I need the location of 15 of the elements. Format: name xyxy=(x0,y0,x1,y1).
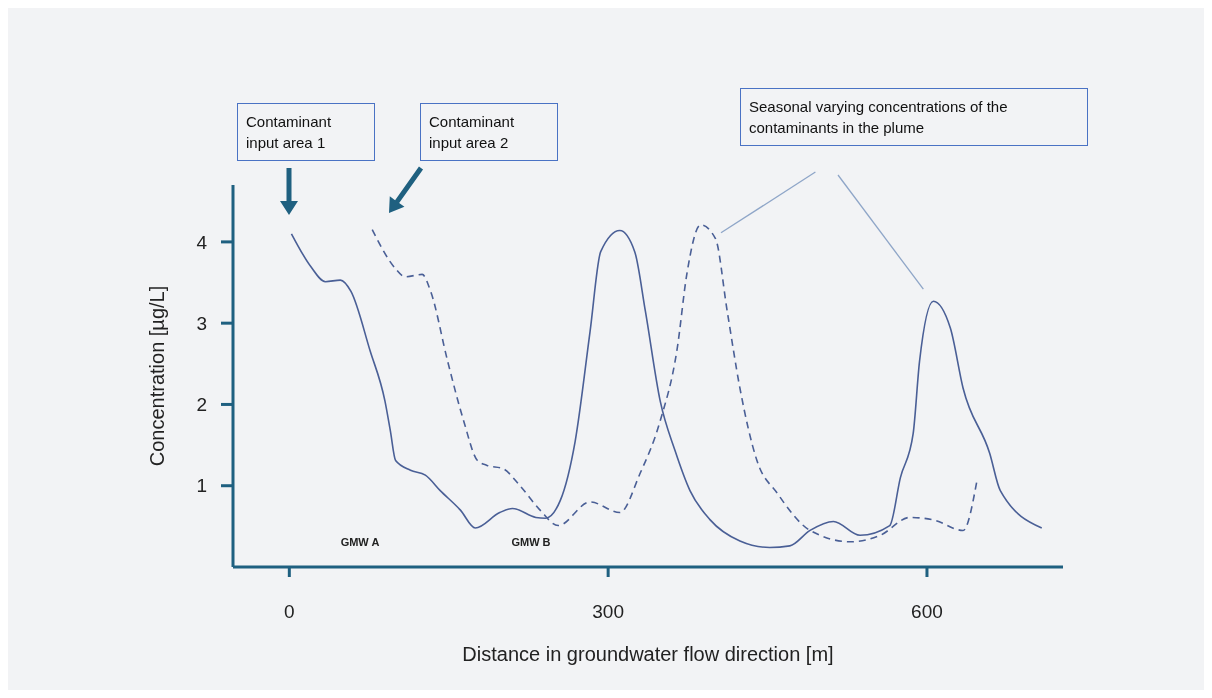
x-tick-label: 600 xyxy=(911,601,943,623)
y-tick-label: 3 xyxy=(196,312,207,334)
annotation: GMW B xyxy=(510,536,552,548)
y-tick-label: 1 xyxy=(196,475,207,497)
y-tick-label: 2 xyxy=(196,394,207,416)
x-tick-label: 300 xyxy=(592,601,624,623)
line-series xyxy=(290,229,1043,549)
text: Contaminant input area 1 xyxy=(237,103,375,161)
y-axis-title: Concentration [µg/L] xyxy=(146,285,169,467)
annotation: GMW A xyxy=(339,536,381,548)
x-tick-label: 0 xyxy=(284,601,295,623)
text: Seasonal varying concentrations of the contaminants in the plume xyxy=(740,88,1088,146)
x-axis-title: Distance in groundwater flow direction [m] xyxy=(462,643,834,665)
y-tick-label: 4 xyxy=(196,231,208,253)
text: Contaminant input area 2 xyxy=(420,103,558,161)
